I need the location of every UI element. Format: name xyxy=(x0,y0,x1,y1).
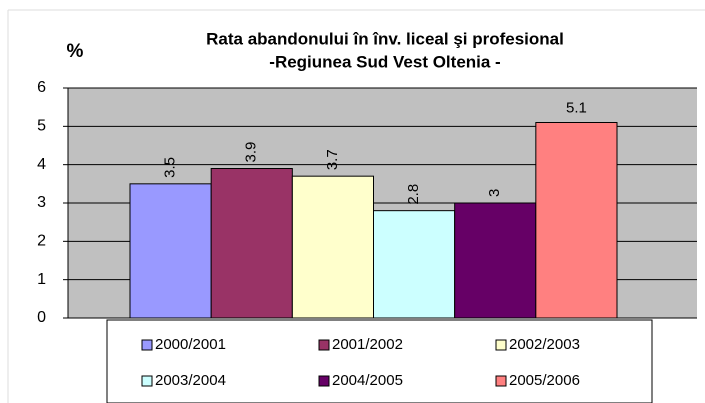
legend-label: 2000/2001 xyxy=(155,336,226,353)
bar xyxy=(291,175,375,319)
y-tick-label: 5 xyxy=(37,118,46,135)
legend-label: 2002/2003 xyxy=(509,336,580,353)
data-label: 3 xyxy=(486,189,503,197)
y-tick-label: 1 xyxy=(37,271,46,288)
chart-title: Rata abandonului în înv. liceal şi profe… xyxy=(206,29,564,48)
legend-swatch xyxy=(141,375,153,387)
bar xyxy=(454,202,537,319)
y-tick-label: 6 xyxy=(37,79,46,96)
legend-label: 2001/2002 xyxy=(332,336,403,353)
y-tick-label: 3 xyxy=(37,194,46,211)
bar xyxy=(129,183,212,319)
legend-label: 2005/2006 xyxy=(509,372,580,389)
legend-swatch xyxy=(318,375,330,387)
y-tick-label: 4 xyxy=(37,156,46,173)
bar xyxy=(373,210,456,319)
legend-box xyxy=(106,319,653,403)
bar xyxy=(210,168,293,319)
legend-label: 2003/2004 xyxy=(155,372,226,389)
legend-label: 2004/2005 xyxy=(332,372,403,389)
data-label: 5.1 xyxy=(566,99,587,116)
legend-swatch xyxy=(318,339,330,351)
legend-swatch xyxy=(495,339,507,351)
bar xyxy=(535,122,618,319)
y-axis-label: % xyxy=(67,41,84,62)
legend-swatch xyxy=(495,375,507,387)
y-tick-label: 2 xyxy=(37,233,46,250)
legend-swatch xyxy=(141,339,153,351)
data-label: 3.7 xyxy=(324,149,341,170)
data-label: 2.8 xyxy=(405,184,422,205)
y-tick-label: 0 xyxy=(37,309,46,326)
data-label: 3.5 xyxy=(162,157,179,178)
data-label: 3.9 xyxy=(243,142,260,163)
chart-subtitle: -Regiunea Sud Vest Oltenia - xyxy=(269,52,500,71)
